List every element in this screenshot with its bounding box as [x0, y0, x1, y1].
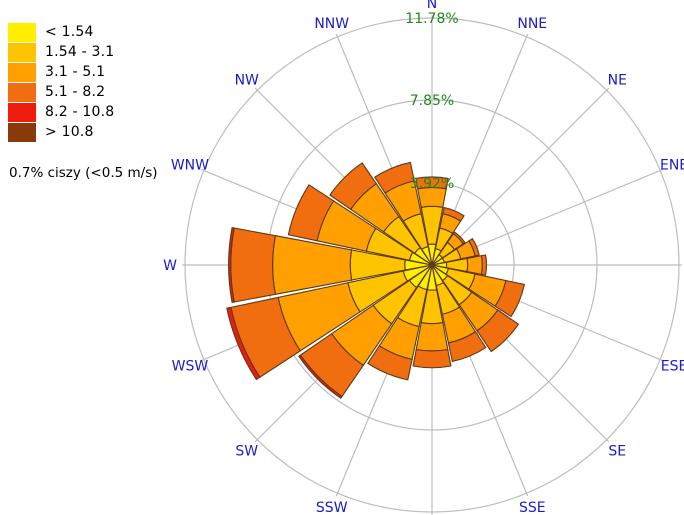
- direction-label-ne: NE: [608, 73, 627, 89]
- petal-segment: [329, 162, 378, 211]
- petal-segment: [230, 227, 277, 303]
- petal-segment: [480, 254, 488, 276]
- petal-segment: [415, 322, 449, 352]
- direction-label-nnw: NNW: [314, 16, 349, 32]
- legend-swatch: [8, 102, 36, 122]
- legend-swatch: [8, 62, 36, 82]
- wind-rose-petals: [226, 161, 525, 399]
- petal-segment: [412, 348, 452, 369]
- petal-sse: [431, 264, 487, 363]
- legend-swatch: [8, 42, 36, 62]
- ring-labels: 3.92% 7.85% 11.78%: [405, 11, 458, 192]
- petal-sw: [298, 264, 433, 399]
- legend-item: 3.1 - 5.1: [8, 62, 114, 82]
- petal-se: [431, 264, 520, 353]
- direction-label-ese: ESE: [661, 358, 684, 374]
- petal-w: [228, 226, 433, 304]
- grid-spoke: [431, 87, 610, 266]
- legend-label: 3.1 - 5.1: [45, 64, 106, 80]
- petal-segment: [367, 345, 413, 381]
- petal-segment: [468, 237, 480, 257]
- petal-segment: [287, 184, 335, 242]
- direction-label-se: SE: [608, 443, 626, 459]
- direction-label-ene: ENE: [660, 158, 684, 174]
- direction-label-nw: NW: [235, 73, 259, 89]
- petal-ssw: [367, 264, 433, 381]
- legend-label: 5.1 - 8.2: [45, 84, 106, 100]
- legend-item: < 1.54: [8, 22, 114, 42]
- petal-segment: [298, 354, 343, 399]
- petal-segment: [476, 309, 520, 353]
- legend-item: 8.2 - 10.8: [8, 102, 114, 122]
- petal-segment: [373, 161, 415, 194]
- direction-label-sw: SW: [235, 443, 258, 459]
- direction-label-wsw: WSW: [172, 358, 209, 374]
- calm-note: 0.7% ciszy (<0.5 m/s): [9, 165, 158, 181]
- petal-ese: [431, 264, 525, 318]
- petal-nne: [431, 206, 465, 266]
- petal-segment: [466, 255, 483, 275]
- legend-label: > 10.8: [45, 124, 94, 140]
- petal-ene: [431, 237, 480, 266]
- petal-s: [412, 264, 452, 369]
- speed-legend: < 1.54 1.54 - 3.1 3.1 - 5.1 5.1 - 8.2 8.2 - …: [8, 22, 114, 142]
- legend-item: > 10.8: [8, 122, 114, 142]
- direction-label-wnw: WNW: [171, 158, 209, 174]
- legend-swatch: [8, 122, 36, 142]
- petal-e: [431, 254, 488, 276]
- ring-label: 11.78%: [405, 11, 458, 27]
- legend-label: 8.2 - 10.8: [45, 104, 115, 120]
- petal-segment: [494, 279, 525, 318]
- legend-item: 1.54 - 3.1: [8, 42, 114, 62]
- legend-swatch: [8, 82, 36, 102]
- petal-nnw: [373, 161, 433, 266]
- petal-wsw: [226, 264, 433, 381]
- direction-label-ssw: SSW: [316, 500, 348, 515]
- direction-label-nne: NNE: [517, 16, 547, 32]
- petal-segment: [415, 176, 449, 190]
- direction-labels: NNNENEENEEESESESSESSSWSWWSWWWNWNWNNW: [163, 0, 684, 515]
- legend-item: 5.1 - 8.2: [8, 82, 114, 102]
- legend-swatch: [8, 22, 36, 42]
- direction-label-w: W: [163, 258, 177, 274]
- ring-label: 7.85%: [410, 93, 454, 109]
- petal-nw: [329, 162, 433, 266]
- petal-segment: [442, 206, 465, 222]
- legend-label: 1.54 - 3.1: [45, 44, 115, 60]
- petal-segment: [226, 306, 261, 381]
- petal-segment: [452, 231, 466, 245]
- petal-segment: [228, 226, 235, 304]
- petal-segment: [447, 330, 487, 363]
- direction-label-sse: SSE: [519, 500, 546, 515]
- direction-label-n: N: [427, 0, 437, 12]
- legend-label: < 1.54: [45, 24, 94, 40]
- ring-label: 3.92%: [410, 176, 454, 192]
